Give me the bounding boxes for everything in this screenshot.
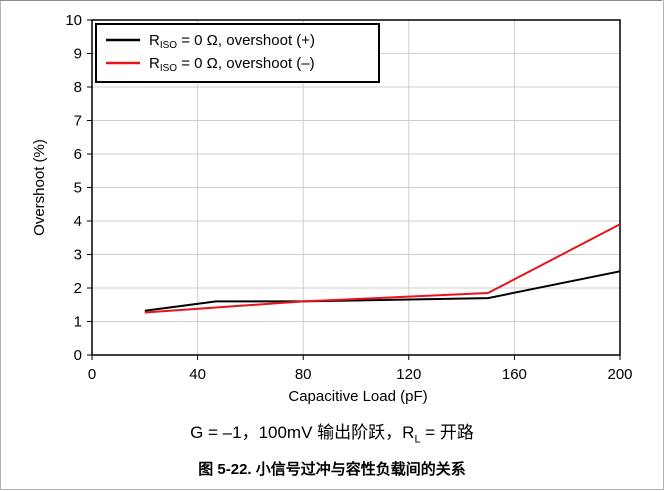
x-tick-label: 200 (607, 366, 632, 383)
y-tick-label: 3 (74, 247, 82, 264)
y-axis-label: Overshoot (%) (31, 139, 48, 236)
subcaption-text: G = –1，100mV 输出阶跃，R (190, 423, 415, 442)
legend-label-2: RISO = 0 Ω, overshoot (–) (149, 55, 315, 74)
y-tick-label: 2 (74, 280, 82, 297)
y-tick-label: 8 (74, 79, 82, 96)
y-tick-label: 4 (74, 213, 82, 230)
subcaption-rest: = 开路 (420, 423, 474, 442)
subcaption-subscript: L (414, 433, 421, 446)
y-tick-label: 7 (74, 113, 82, 130)
x-tick-label: 0 (88, 366, 96, 383)
legend-box (95, 23, 380, 83)
legend-label-1: RISO = 0 Ω, overshoot (+) (149, 32, 315, 51)
x-tick-label: 40 (189, 366, 206, 383)
x-axis-label: Capacitive Load (pF) (288, 388, 427, 405)
figure-caption: 图 5-22. 小信号过冲与容性负载间的关系 (198, 461, 466, 478)
frame-top-border (0, 0, 662, 1)
y-tick-label: 5 (74, 180, 82, 197)
test-conditions-caption: G = –1，100mV 输出阶跃，RL = 开路 (0, 418, 664, 445)
x-tick-label: 160 (502, 366, 527, 383)
y-tick-label: 6 (74, 146, 82, 163)
y-tick-label: 1 (74, 314, 82, 331)
x-tick-label: 80 (295, 366, 312, 383)
y-tick-label: 0 (74, 347, 82, 364)
y-tick-label: 10 (65, 12, 82, 29)
series-line-2 (144, 223, 621, 314)
y-tick-label: 9 (74, 46, 82, 63)
overshoot-chart: 0 40 80 120 160 200 0 1 2 3 4 5 6 7 8 9 10 Capacitive Loa… (31, 12, 633, 405)
x-tick-label: 120 (396, 366, 421, 383)
